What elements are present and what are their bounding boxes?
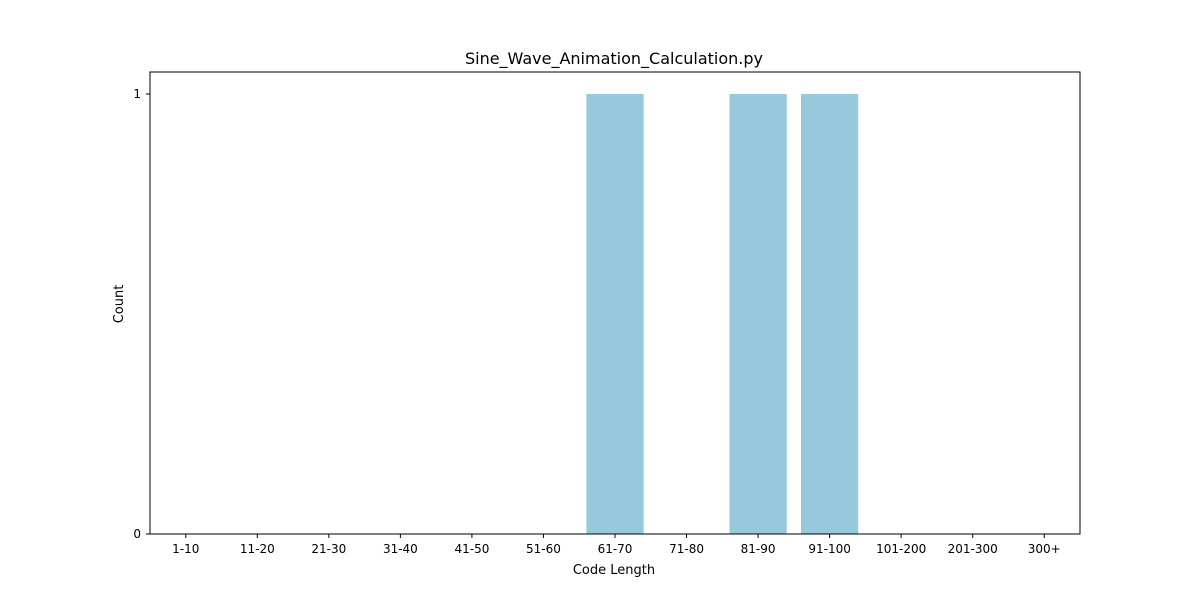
x-tick-label: 201-300 xyxy=(948,542,998,556)
chart-title: Sine_Wave_Animation_Calculation.py xyxy=(465,49,763,69)
x-axis-ticks: 1-10 11-20 21-30 31-40 41-50 51-60 61-70 71-80 8… xyxy=(172,534,1061,556)
x-tick-label: 71-80 xyxy=(669,542,704,556)
x-tick-label: 1-10 xyxy=(172,542,199,556)
y-tick-label: 1 xyxy=(133,87,141,101)
y-tick-label: 0 xyxy=(133,527,141,541)
bar-91-100 xyxy=(801,94,859,534)
bar-61-70 xyxy=(586,94,644,534)
x-tick-label: 91-100 xyxy=(808,542,851,556)
y-axis-label: Count xyxy=(112,285,127,324)
x-axis-label: Code Length xyxy=(573,563,655,578)
x-tick-label: 300+ xyxy=(1028,542,1061,556)
bar-81-90 xyxy=(729,94,787,534)
x-tick-label: 41-50 xyxy=(454,542,489,556)
x-tick-label: 31-40 xyxy=(383,542,418,556)
x-tick-label: 11-20 xyxy=(240,542,275,556)
x-tick-label: 51-60 xyxy=(526,542,561,556)
bars-group xyxy=(586,94,859,534)
y-axis-ticks: 01 xyxy=(133,87,150,541)
x-tick-label: 81-90 xyxy=(741,542,776,556)
x-tick-label: 101-200 xyxy=(876,542,926,556)
x-tick-label: 21-30 xyxy=(311,542,346,556)
x-tick-label: 61-70 xyxy=(598,542,633,556)
